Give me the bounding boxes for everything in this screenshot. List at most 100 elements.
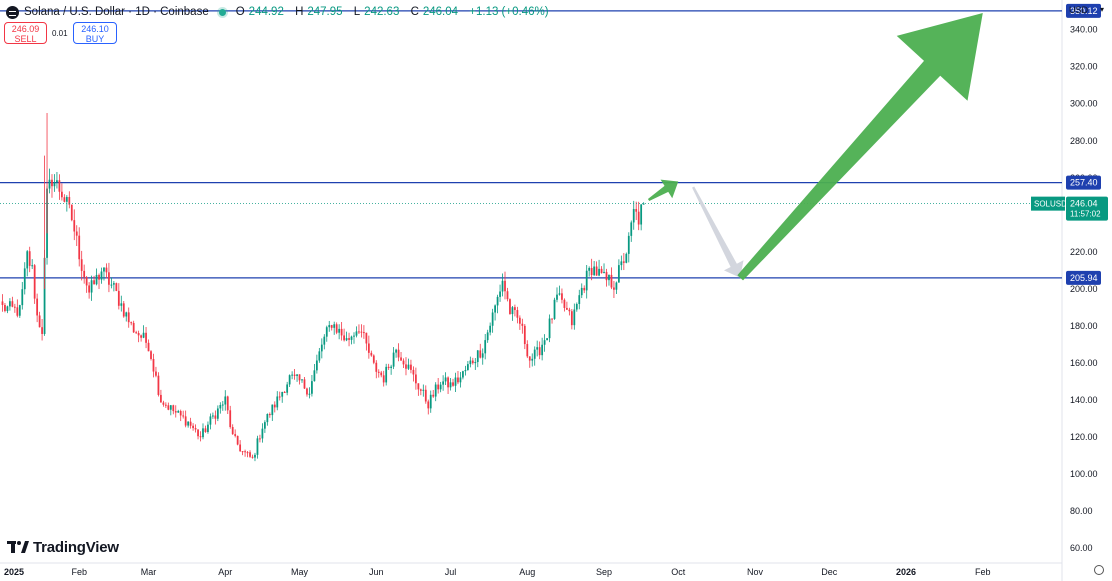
- candle-body: [194, 428, 197, 430]
- candle-body: [152, 358, 155, 372]
- candle-body: [511, 307, 514, 315]
- price-tick-label: 300.00: [1070, 99, 1098, 109]
- candle-body: [575, 304, 578, 310]
- candle-body: [281, 391, 284, 397]
- candle-body: [526, 344, 529, 357]
- candle-body: [397, 349, 400, 358]
- candle-body: [169, 405, 172, 410]
- green-projection-arrow: [647, 179, 679, 202]
- currency-selector[interactable]: USD: [1068, 5, 1088, 15]
- candle-body: [367, 343, 370, 353]
- candle-body: [229, 410, 232, 428]
- candle-body: [459, 377, 462, 383]
- ohlc-values: O 244.92 H 247.95 L 242.63 C 246.04 +1.13 (+…: [236, 6, 553, 18]
- level-price-badge: [1066, 270, 1101, 285]
- candle-body: [286, 384, 289, 393]
- candle-body: [6, 306, 9, 312]
- candle-body: [268, 413, 271, 416]
- candle-body: [489, 325, 492, 333]
- candle-body: [417, 383, 420, 390]
- candle-body: [90, 280, 93, 293]
- candle-body: [355, 331, 358, 336]
- candle-body: [588, 267, 591, 271]
- candle-body: [221, 404, 224, 406]
- level-price-label: 257.40: [1070, 178, 1098, 188]
- candle-body: [26, 251, 29, 269]
- time-axis-label: 2026: [896, 567, 916, 577]
- candle-body: [100, 271, 103, 280]
- candle-body: [566, 307, 568, 310]
- price-tick-label: 60.00: [1070, 543, 1093, 553]
- low-key: L: [353, 6, 361, 18]
- buy-button[interactable]: 246.10 BUY: [73, 22, 117, 44]
- candle-body: [528, 356, 531, 361]
- candle-body: [157, 375, 160, 395]
- candle-body: [570, 311, 573, 326]
- candle-body: [313, 370, 316, 382]
- candle-body: [130, 322, 133, 324]
- symbol-badge-label: SOLUSD: [1034, 200, 1067, 209]
- time-axis-label: Oct: [671, 567, 686, 577]
- candle-body: [135, 332, 138, 334]
- candle-body: [31, 265, 34, 267]
- candle-body: [380, 372, 383, 376]
- candle-body: [328, 325, 331, 328]
- time-axis-label: Aug: [519, 567, 535, 577]
- change-value: +1.13 (+0.46%): [469, 6, 549, 18]
- candle-body: [197, 429, 199, 437]
- candle-body: [358, 331, 360, 333]
- chart-settings-icon[interactable]: [1094, 565, 1104, 575]
- candle-body: [172, 405, 175, 412]
- high-key: H: [295, 6, 304, 18]
- candle-body: [578, 295, 581, 305]
- candle-body: [224, 396, 227, 405]
- candle-body: [605, 271, 608, 281]
- candle-body: [160, 394, 162, 403]
- candle-body: [214, 415, 217, 419]
- candle-body: [261, 428, 264, 439]
- candle-body: [18, 305, 21, 316]
- candle-body: [496, 296, 499, 306]
- candle-body: [70, 204, 73, 221]
- candle-body: [209, 416, 212, 425]
- candle-body: [98, 274, 100, 280]
- close-key: C: [410, 6, 419, 18]
- candle-body: [184, 416, 187, 426]
- candle-body: [427, 401, 430, 409]
- candle-body: [296, 374, 298, 376]
- candle-body: [627, 235, 630, 254]
- price-tick-label: 140.00: [1070, 395, 1098, 405]
- currency-caret-icon[interactable]: ▾: [1099, 5, 1104, 14]
- candle-body: [499, 291, 501, 297]
- candle-body: [551, 318, 553, 320]
- level-price-badge: [1066, 3, 1101, 18]
- candle-body: [561, 293, 563, 300]
- candle-body: [432, 394, 435, 397]
- candle-body: [395, 349, 397, 353]
- candle-body: [405, 364, 407, 369]
- candle-body: [110, 284, 113, 286]
- candle-body: [325, 327, 328, 337]
- candle-body: [630, 222, 633, 236]
- candle-body: [615, 282, 618, 290]
- tradingview-brand[interactable]: TradingView: [7, 539, 119, 556]
- close-value: 246.04: [422, 6, 459, 18]
- candle-body: [9, 301, 11, 307]
- time-axis-label: 2025: [4, 567, 24, 577]
- candle-body: [177, 411, 180, 413]
- candle-body: [60, 191, 63, 198]
- candle-body: [449, 382, 452, 388]
- symbol-legend[interactable]: Solana / U.S. Dollar · 1D · Coinbase O 24…: [6, 3, 553, 21]
- candle-body: [521, 323, 524, 326]
- candle-body: [469, 360, 472, 365]
- candle-body: [419, 389, 422, 391]
- candle-body: [556, 294, 558, 300]
- candle-body: [429, 394, 432, 409]
- solana-symbol-icon: [6, 5, 19, 19]
- candle-body: [375, 362, 378, 372]
- sell-button[interactable]: 246.09 SELL: [4, 22, 47, 44]
- candle-body: [479, 350, 482, 358]
- candle-body: [23, 268, 26, 290]
- candle-body: [16, 307, 19, 316]
